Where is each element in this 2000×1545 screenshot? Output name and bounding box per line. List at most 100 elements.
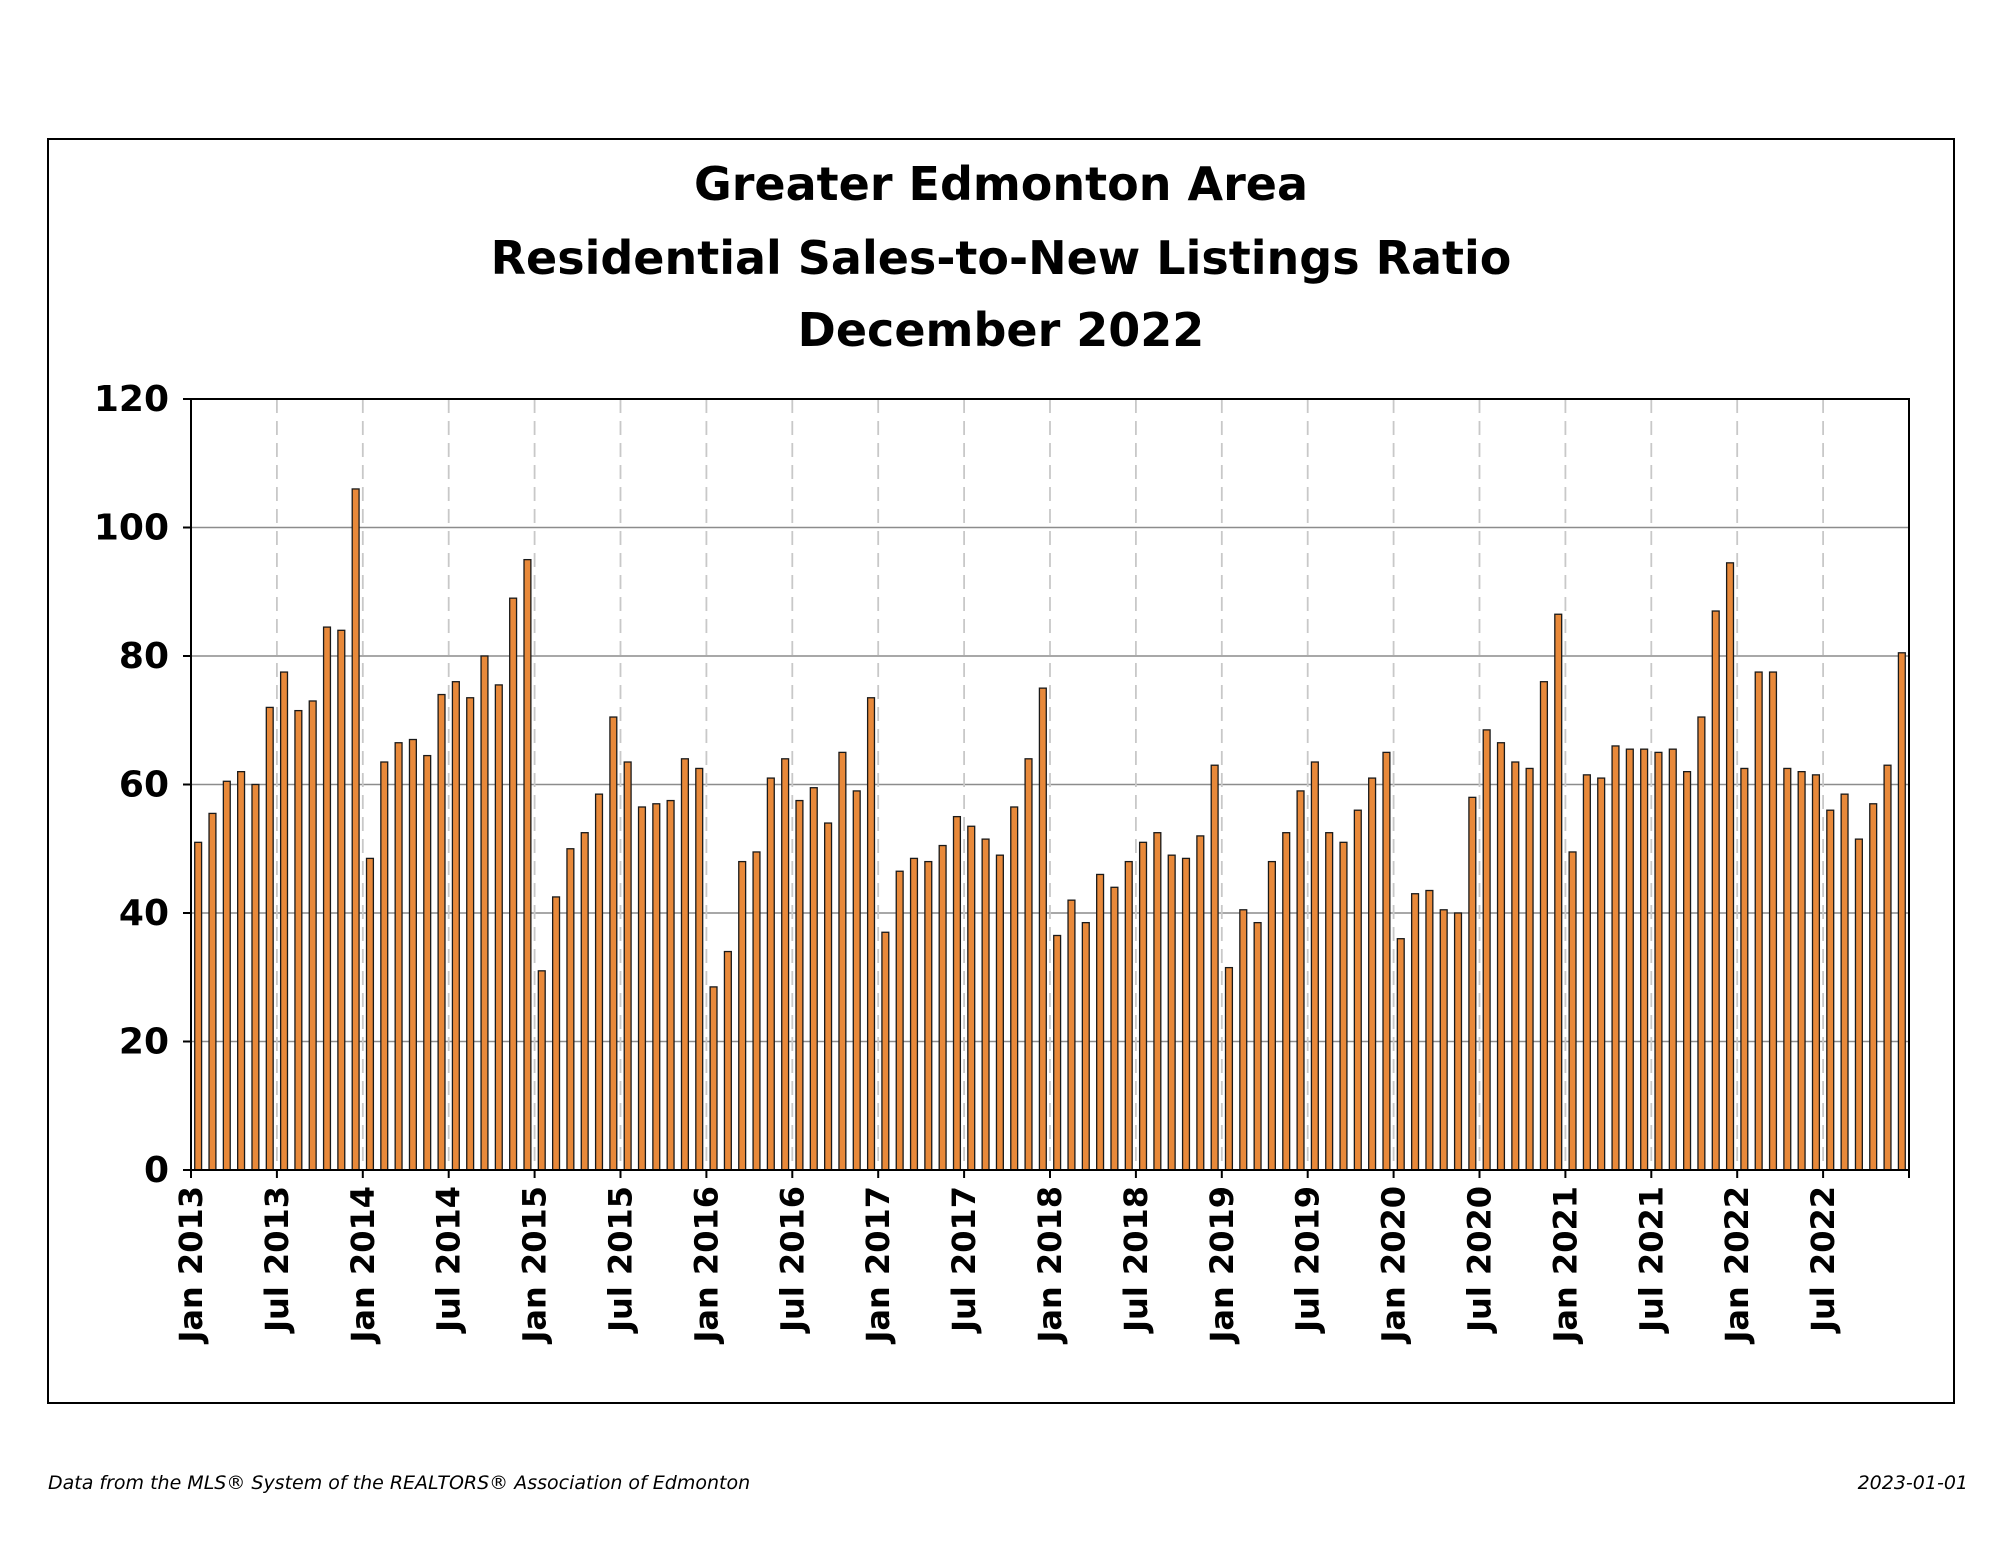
bar (995, 854, 1004, 1171)
bar (1010, 806, 1019, 1171)
bar (938, 844, 947, 1171)
bar (380, 761, 389, 1171)
bar (709, 986, 718, 1171)
bar (1024, 758, 1033, 1171)
bar (208, 812, 217, 1171)
bar (1425, 889, 1434, 1171)
bar (1554, 613, 1563, 1171)
bar (1897, 652, 1906, 1171)
bar (466, 697, 475, 1171)
x-tick-label: Jul 2021 (1632, 1186, 1670, 1334)
bar (1267, 860, 1276, 1171)
bar (637, 806, 647, 1171)
bar (809, 787, 818, 1171)
bar (1869, 803, 1878, 1171)
y-tick-labels: 0 20 40 60 80 100 120 (94, 379, 169, 1191)
bar (322, 626, 332, 1171)
x-tick-label: Jul 2019 (1289, 1186, 1327, 1334)
bar (1153, 832, 1162, 1171)
gridlines (191, 398, 1909, 1170)
bar (1239, 909, 1248, 1171)
bar (1410, 893, 1420, 1171)
bar (1196, 835, 1205, 1171)
bar (222, 780, 231, 1171)
bar (766, 777, 775, 1171)
x-tick-label: Jan 2016 (687, 1186, 725, 1344)
bar (852, 790, 861, 1171)
y-tick-label: 40 (119, 893, 169, 934)
bar (294, 709, 303, 1171)
bar (695, 767, 704, 1171)
bar (1310, 761, 1319, 1171)
bar (1768, 671, 1778, 1171)
bar (237, 771, 246, 1171)
bar (1683, 771, 1692, 1171)
bar (866, 697, 876, 1171)
bar (1038, 687, 1047, 1171)
x-tick-label: Jul 2017 (945, 1186, 983, 1334)
x-tick-label: Jan 2019 (1203, 1186, 1241, 1344)
x-tick-label: Jul 2016 (773, 1186, 811, 1334)
chart-svg: Greater Edmonton Area Residential Sales-t… (94, 157, 1910, 1344)
bar (781, 758, 790, 1171)
y-tick-label: 60 (119, 765, 169, 806)
bars (194, 488, 1906, 1171)
bar (1640, 748, 1649, 1171)
x-tick-label: Jan 2017 (859, 1186, 897, 1344)
bar (279, 671, 289, 1171)
bar (1597, 777, 1606, 1171)
bar (1138, 841, 1148, 1171)
bar (437, 693, 446, 1171)
bar (1224, 966, 1234, 1171)
bar (1282, 832, 1291, 1171)
bar (1325, 832, 1334, 1171)
bar (194, 841, 203, 1171)
bar (1525, 767, 1534, 1171)
x-tick-label: Jan 2015 (516, 1186, 554, 1344)
bar (1110, 886, 1119, 1171)
bar (1697, 716, 1706, 1171)
bar (1740, 767, 1749, 1171)
bar (795, 799, 804, 1171)
bar (952, 815, 962, 1171)
x-tick-label: Jul 2014 (430, 1186, 468, 1334)
bar (752, 851, 761, 1171)
bar (251, 783, 260, 1171)
bar (981, 838, 990, 1171)
bar (1668, 748, 1677, 1171)
bar (824, 822, 833, 1171)
bar (1253, 921, 1262, 1171)
x-tick-labels: Jan 2013 Jul 2013 Jan 2014 Jul 2014 Jan 2015… (172, 1186, 1842, 1344)
bar (1396, 938, 1405, 1171)
x-tick-label: Jan 2018 (1031, 1186, 1069, 1344)
bar (1840, 793, 1849, 1171)
bar (909, 857, 919, 1171)
chart-title-line: Greater Edmonton Area (694, 157, 1308, 211)
bar (1826, 809, 1835, 1171)
bar (1067, 899, 1076, 1171)
bar (594, 793, 604, 1171)
bar (1181, 857, 1191, 1171)
bar (623, 761, 632, 1171)
x-tick-label: Jul 2020 (1461, 1186, 1499, 1334)
bar (423, 754, 432, 1171)
bar (1353, 809, 1362, 1171)
bar (838, 751, 847, 1171)
bar (1167, 854, 1176, 1171)
bar (351, 488, 360, 1171)
footer-source: Data from the MLS® System of the REALTOR… (48, 1472, 751, 1494)
bar (1368, 777, 1377, 1171)
bar (652, 803, 661, 1171)
bar (337, 629, 346, 1171)
x-tick-label: Jul 2022 (1804, 1186, 1842, 1334)
x-tick-label: Jan 2014 (344, 1186, 382, 1344)
bar (881, 931, 890, 1171)
bar (494, 684, 503, 1171)
y-tick-label: 80 (119, 636, 169, 677)
y-tick-label: 100 (94, 508, 169, 549)
bar (1568, 851, 1577, 1171)
bar (609, 716, 618, 1171)
bar (551, 896, 561, 1171)
bar (1482, 729, 1491, 1171)
bar (1797, 771, 1806, 1171)
